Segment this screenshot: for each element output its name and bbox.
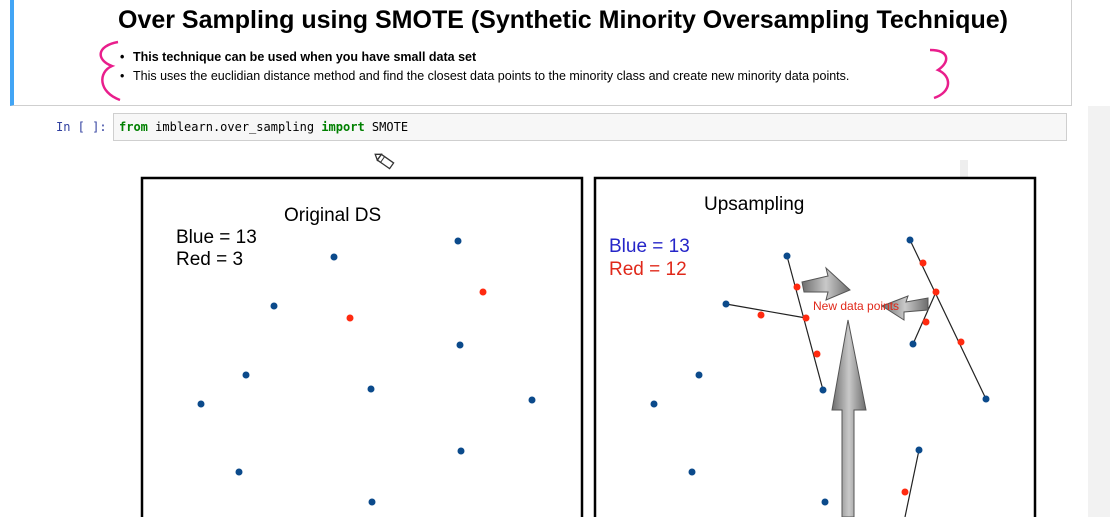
blue-point (695, 371, 703, 379)
original-panel-frame (140, 176, 584, 517)
original-blue-count: Blue = 13 (176, 227, 257, 248)
blue-point (819, 386, 827, 394)
blue-point (456, 341, 464, 349)
red-point (932, 288, 940, 296)
new-data-points-label: New data points (813, 299, 899, 313)
smote-illustration: Original DS Blue = 13 Red = 3 Upsampling… (140, 160, 1037, 517)
keyword-from: from (119, 120, 148, 134)
red-point (901, 488, 909, 496)
blue-point (650, 400, 658, 408)
input-prompt: In [ ]: (56, 120, 107, 134)
code-line[interactable]: from imblearn.over_sampling import SMOTE (119, 120, 408, 134)
right-brace-annotation (929, 48, 950, 100)
blue-point (906, 236, 914, 244)
blue-point (909, 340, 917, 348)
blue-point (915, 446, 923, 454)
small-arrow-left (801, 266, 851, 301)
scrollbar-track[interactable] (1088, 106, 1110, 517)
upsampling-panel-title: Upsampling (704, 194, 804, 215)
blue-point (528, 396, 536, 404)
original-red-count: Red = 3 (176, 249, 243, 270)
upsampling-blue-points (650, 236, 990, 506)
red-point (479, 288, 487, 296)
blue-point (821, 498, 829, 506)
small-arrow-right (880, 295, 929, 321)
code-cell[interactable]: from imblearn.over_sampling import SMOTE (113, 113, 1067, 141)
original-blue-points (197, 237, 536, 506)
module-name: imblearn.over_sampling (155, 120, 315, 134)
blue-point (688, 468, 696, 476)
pencil-cursor-icon (374, 153, 395, 170)
upsampling-red-count: Red = 12 (609, 259, 687, 280)
bullet-euclidian: This uses the euclidian distance method … (120, 69, 849, 83)
upsampling-blue-count: Blue = 13 (609, 236, 690, 257)
smote-interpolation-lines (725, 239, 987, 517)
imported-name: SMOTE (371, 120, 409, 134)
blue-point (457, 447, 465, 455)
blue-point (330, 253, 338, 261)
blue-point (197, 400, 205, 408)
bullet-small-dataset: This technique can be used when you have… (120, 50, 476, 64)
red-point (793, 283, 801, 291)
red-point (919, 259, 927, 267)
blue-point (454, 237, 462, 245)
original-panel-title: Original DS (284, 205, 381, 226)
big-up-arrow (831, 319, 867, 517)
left-brace-annotation (99, 40, 121, 102)
markdown-title: Over Sampling using SMOTE (Synthetic Min… (118, 6, 1008, 34)
blue-point (270, 302, 278, 310)
upsampling-panel-frame (593, 176, 1037, 517)
red-point (757, 311, 765, 319)
blue-point (722, 300, 730, 308)
keyword-import: import (321, 120, 365, 134)
blue-point (783, 252, 791, 260)
pen-annotations (99, 40, 950, 102)
blue-point (982, 395, 990, 403)
upsampling-red-points (757, 259, 965, 496)
blue-point (367, 385, 375, 393)
blue-point (368, 498, 376, 506)
blue-point (235, 468, 243, 476)
red-point (813, 350, 821, 358)
red-point (957, 338, 965, 346)
red-point (802, 314, 810, 322)
red-point (346, 314, 354, 322)
red-point (922, 318, 930, 326)
blue-point (242, 371, 250, 379)
original-red-points (346, 288, 487, 322)
